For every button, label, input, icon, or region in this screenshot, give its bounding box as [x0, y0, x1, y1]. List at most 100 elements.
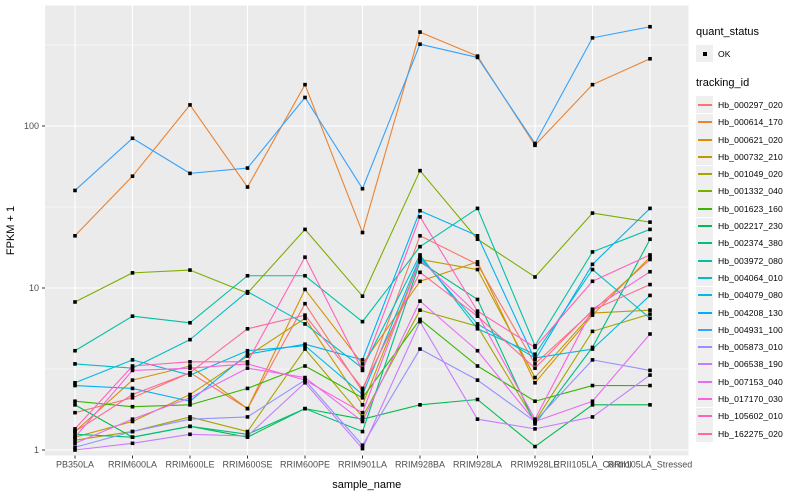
data-point: [360, 419, 365, 424]
data-point: [360, 396, 365, 400]
ok-point-icon: [702, 51, 707, 56]
legend-key-line-icon: [696, 425, 713, 443]
data-point: [360, 446, 365, 451]
data-point: [188, 337, 192, 342]
data-point: [303, 375, 307, 380]
x-tick-label: RRII105LA_Stressed: [608, 460, 693, 470]
legend-item-quant-ok: OK: [696, 45, 800, 63]
legend-key-line-icon: [696, 269, 713, 287]
legend-label: Hb_002217_230: [718, 221, 783, 232]
data-point: [475, 314, 480, 318]
legend-section-tracking-id: tracking_id Hb_000297_020 Hb_000614_170 Hb…: [696, 77, 800, 443]
data-point: [303, 347, 307, 351]
legend-label: Hb_005873_010: [718, 342, 783, 353]
data-point: [648, 253, 652, 257]
data-point: [590, 415, 595, 419]
series-color-swatch: [697, 276, 712, 279]
data-point: [475, 237, 480, 242]
data-point: [245, 166, 250, 170]
legend-item-Hb_001623_160: Hb_001623_160: [696, 200, 800, 218]
legend-item-Hb_017170_030: Hb_017170_030: [696, 390, 800, 408]
data-point: [590, 36, 595, 40]
x-tick-label: RRII105LA_Control: [553, 460, 631, 470]
data-point: [475, 326, 480, 331]
data-point: [648, 282, 652, 287]
data-point: [360, 386, 365, 391]
legend-item-Hb_006538_190: Hb_006538_190: [696, 355, 800, 373]
data-point: [648, 316, 652, 321]
data-point: [303, 95, 307, 100]
series-color-swatch: [697, 155, 712, 158]
legend-key-line-icon: [696, 217, 713, 235]
series-color-swatch: [697, 259, 712, 262]
legend-item-Hb_004064_010: Hb_004064_010: [696, 269, 800, 287]
data-point: [73, 438, 77, 442]
data-point: [475, 260, 480, 264]
data-point: [303, 313, 307, 317]
legend-quant-items: OK: [696, 45, 800, 63]
data-point: [418, 260, 422, 264]
data-point: [73, 435, 77, 439]
data-point: [360, 186, 365, 191]
legend-item-Hb_004079_080: Hb_004079_080: [696, 286, 800, 304]
legend-label: Hb_003972_080: [718, 255, 783, 266]
data-point: [648, 206, 652, 211]
data-point: [475, 206, 480, 211]
data-point: [475, 364, 480, 368]
data-point: [533, 345, 537, 350]
data-point: [360, 403, 365, 407]
legend-label: Hb_001332_040: [718, 186, 783, 197]
data-point: [648, 220, 652, 224]
data-point: [245, 185, 250, 189]
data-point: [475, 267, 480, 272]
data-point: [418, 168, 422, 173]
data-point: [648, 24, 652, 29]
data-point: [590, 329, 595, 334]
legend-key-line-icon: [696, 390, 713, 408]
data-point: [533, 141, 537, 146]
data-point: [303, 380, 307, 385]
data-point: [130, 271, 135, 275]
data-point: [475, 348, 480, 353]
legend-item-Hb_000732_210: Hb_000732_210: [696, 148, 800, 166]
data-point: [418, 317, 422, 322]
data-point: [130, 364, 135, 368]
series-color-swatch: [697, 328, 712, 331]
legend-label: Hb_004064_010: [718, 272, 783, 283]
data-point: [303, 342, 307, 346]
x-tick-label: RRIM600SE: [222, 460, 272, 470]
series-color-swatch: [697, 103, 712, 106]
data-point: [533, 417, 537, 421]
legend-key-line-icon: [696, 182, 713, 200]
data-point: [245, 354, 250, 358]
data-point: [360, 366, 365, 370]
legend-item-Hb_002217_230: Hb_002217_230: [696, 217, 800, 235]
legend-key-line-icon: [696, 373, 713, 391]
data-point: [73, 427, 77, 431]
data-point: [73, 188, 77, 193]
data-point: [245, 406, 250, 411]
data-point: [188, 373, 192, 377]
x-tick-label: RRIM901LA: [338, 460, 387, 470]
data-point: [245, 386, 250, 391]
data-point: [418, 308, 422, 312]
data-point: [475, 262, 480, 267]
data-point: [418, 279, 422, 284]
data-point: [188, 171, 192, 176]
legend-item-Hb_004208_130: Hb_004208_130: [696, 304, 800, 321]
data-point: [130, 314, 135, 318]
data-point: [188, 366, 192, 370]
legend-key-line-icon: [696, 338, 713, 356]
data-point: [418, 347, 422, 351]
data-point: [303, 255, 307, 259]
data-point: [188, 403, 192, 407]
data-point: [475, 322, 480, 326]
data-point: [245, 434, 250, 438]
data-point: [533, 275, 537, 279]
legend-label: Hb_001049_020: [718, 169, 783, 180]
y-tick-label: 1: [34, 445, 39, 455]
legend-item-Hb_162275_020: Hb_162275_020: [696, 425, 800, 443]
data-point: [360, 368, 365, 373]
data-point: [73, 410, 77, 415]
data-point: [188, 392, 192, 397]
